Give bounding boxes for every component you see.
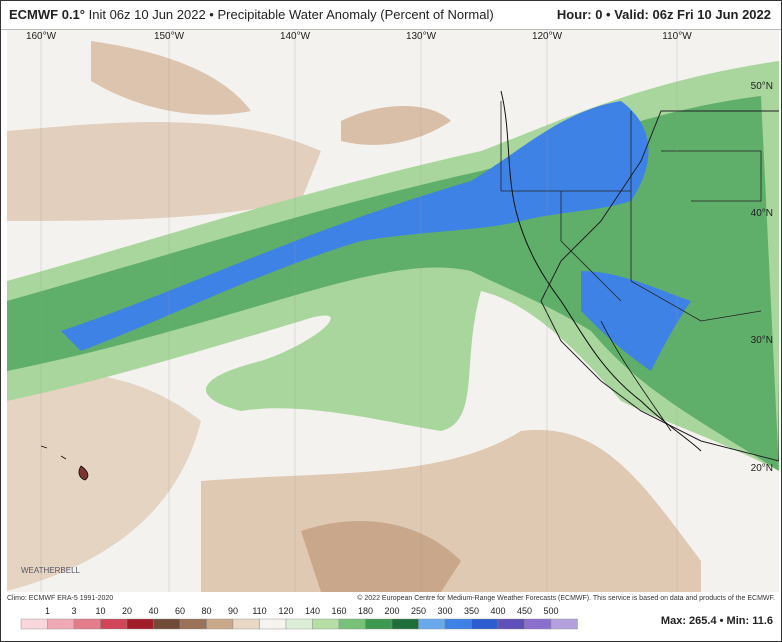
valid-time: Hour: 0 • Valid: 06z Fri 10 Jun 2022 (556, 7, 771, 22)
header-left: ECMWF 0.1° Init 06z 10 Jun 2022 • Precip… (9, 1, 494, 29)
lon-label: 140°W (280, 31, 311, 42)
lon-label: 110°W (662, 31, 692, 42)
colorbar-swatch (418, 618, 446, 630)
colorbar-swatch (444, 618, 472, 630)
colorbar-swatch (524, 618, 552, 630)
colorbar-swatch (232, 618, 260, 630)
colorbar-label: 10 (95, 606, 105, 616)
colorbar-label: 20 (122, 606, 132, 616)
stats: Max: 265.4 • Min: 11.6 (661, 615, 773, 627)
lat-label: 30°N (751, 335, 773, 346)
model: ECMWF 0.1° (9, 7, 85, 22)
colorbar-label: 120 (278, 606, 293, 616)
colorbar-label: 110 (252, 606, 266, 616)
colorbar-swatch (206, 618, 234, 630)
climo: Climo: ECMWF ERA-5 1991-2020 (7, 595, 113, 602)
lon-label: 130°W (406, 31, 437, 42)
colorbar-label: 500 (543, 606, 558, 616)
colorbar-swatch (312, 618, 340, 630)
lat-label: 50°N (751, 81, 773, 92)
colorbar-label: 200 (384, 606, 399, 616)
colorbar-label: 250 (411, 606, 426, 616)
lat-label: 40°N (751, 208, 773, 219)
colorbar: 1 3 10 20 40 60 80 90 110 120 140 160 180 200 250 300 35… (20, 606, 578, 630)
colorbar-swatch (497, 618, 525, 630)
colorbar-label: 350 (464, 606, 479, 616)
colorbar-swatch (73, 618, 101, 630)
colorbar-swatch (100, 618, 128, 630)
colorbar-swatch (471, 618, 499, 630)
logo: WEATHERBELL (21, 566, 81, 575)
lon-label: 160°W (26, 31, 57, 42)
colorbar-label: 1 (45, 606, 50, 616)
colorbar-label: 180 (358, 606, 373, 616)
lat-labels: 50°N 40°N 30°N 20°N (751, 81, 773, 474)
colorbar-swatch (365, 618, 393, 630)
colorbar-label: 300 (437, 606, 452, 616)
colorbar-swatch (259, 618, 287, 630)
colorbar-label: 400 (490, 606, 505, 616)
colorbar-swatch (153, 618, 181, 630)
lat-label: 20°N (751, 463, 773, 474)
colorbar-swatch (179, 618, 207, 630)
colorbar-swatch (285, 618, 313, 630)
colorbar-swatch (391, 618, 419, 630)
colorbar-label: 450 (517, 606, 532, 616)
map-field (7, 30, 779, 592)
colorbar-swatch (126, 618, 154, 630)
header: ECMWF 0.1° Init 06z 10 Jun 2022 • Precip… (1, 1, 781, 30)
colorbar-label: 60 (175, 606, 185, 616)
colorbar-swatch (338, 618, 366, 630)
colorbar-label: 90 (228, 606, 238, 616)
lon-label: 150°W (154, 31, 185, 42)
colorbar-label: 160 (331, 606, 346, 616)
colorbar-label: 80 (201, 606, 211, 616)
colorbar-label: 40 (148, 606, 158, 616)
copyright: © 2022 European Centre for Medium-Range … (357, 594, 775, 602)
title: Init 06z 10 Jun 2022 • Precipitable Wate… (88, 7, 494, 22)
colorbar-swatch (550, 618, 578, 630)
colorbar-label: 3 (71, 606, 76, 616)
lon-labels: 160°W 150°W 140°W 130°W 120°W 110°W (26, 31, 692, 42)
colorbar-label: 140 (305, 606, 320, 616)
colorbar-swatch (47, 618, 75, 630)
colorbar-swatch (20, 618, 48, 630)
lon-label: 120°W (532, 31, 563, 42)
